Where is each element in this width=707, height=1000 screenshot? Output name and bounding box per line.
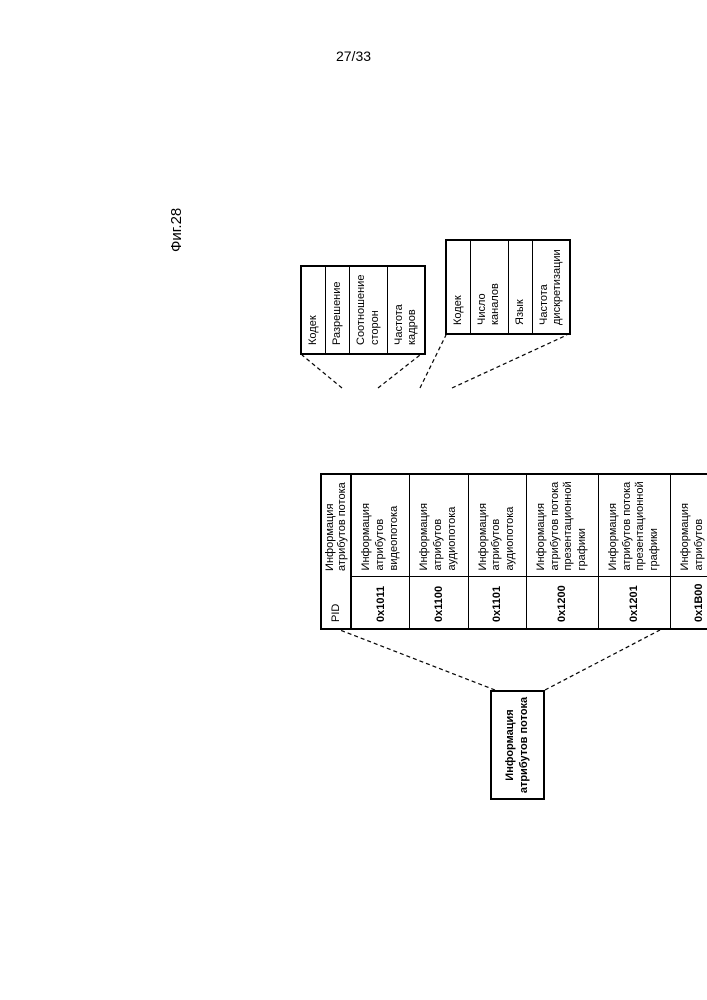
attr-cell: Информация атрибутов потока презентацион… — [598, 474, 670, 577]
page-number: 27/33 — [336, 48, 371, 64]
attr-cell: Информация атрибутов видеопотока — [670, 474, 707, 577]
detail-cell: Кодек — [301, 266, 326, 354]
attr-cell: Информация атрибутов аудиопотока — [410, 474, 468, 577]
detail-cell: Число каналов — [471, 240, 508, 334]
table-header: PID Информация атрибутов потока — [321, 474, 351, 629]
table-row: 0x1011 Информация атрибутов видеопотока — [351, 474, 410, 629]
figure-label: Фиг.28 — [168, 208, 185, 252]
video-detail-table: Кодек Разрешение Соотношение сторон Част… — [300, 265, 426, 355]
pid-cell: 0x1201 — [598, 577, 670, 629]
table-row: Разрешение — [326, 266, 350, 354]
attr-cell: Информация атрибутов видеопотока — [351, 474, 410, 577]
pid-cell: 0x1011 — [351, 577, 410, 629]
table-row: 0x1B00 Информация атрибутов видеопотока — [670, 474, 707, 629]
table-row: 0x1201 Информация атрибутов потока презе… — [598, 474, 670, 629]
source-box: Информация атрибутов потока — [490, 690, 545, 800]
table-row: 0x1101 Информация атрибутов аудиопотока — [468, 474, 526, 629]
table-row: Язык — [508, 240, 532, 334]
table-row: Соотношение сторон — [350, 266, 387, 354]
detail-cell: Соотношение сторон — [350, 266, 387, 354]
table-row: 0x1200 Информация атрибутов потока презе… — [526, 474, 598, 629]
header-attr: Информация атрибутов потока — [321, 474, 351, 577]
table-row: Частота дискретизации — [532, 240, 570, 334]
detail-cell: Язык — [508, 240, 532, 334]
pid-cell: 0x1B00 — [670, 577, 707, 629]
detail-cell: Частота дискретизации — [532, 240, 570, 334]
table-row: Кодек — [446, 240, 471, 334]
connector-source-bottom — [545, 620, 665, 690]
audio-detail-table: Кодек Число каналов Язык Частота дискрет… — [445, 239, 571, 335]
connector-audio-top — [420, 328, 450, 388]
attr-cell: Информация атрибутов потока презентацион… — [526, 474, 598, 577]
table-row: 0x1100 Информация атрибутов аудиопотока — [410, 474, 468, 629]
table-row: Число каналов — [471, 240, 508, 334]
attr-cell: Информация атрибутов аудиопотока — [468, 474, 526, 577]
header-pid: PID — [321, 577, 351, 629]
main-table: PID Информация атрибутов потока 0x1011 И… — [320, 473, 707, 630]
connector-source-top — [340, 620, 500, 690]
pid-cell: 0x1100 — [410, 577, 468, 629]
detail-cell: Кодек — [446, 240, 471, 334]
detail-cell: Разрешение — [326, 266, 350, 354]
pid-cell: 0x1101 — [468, 577, 526, 629]
pid-cell: 0x1200 — [526, 577, 598, 629]
table-row: Кодек — [301, 266, 326, 354]
connector-audio-bottom — [452, 328, 572, 388]
